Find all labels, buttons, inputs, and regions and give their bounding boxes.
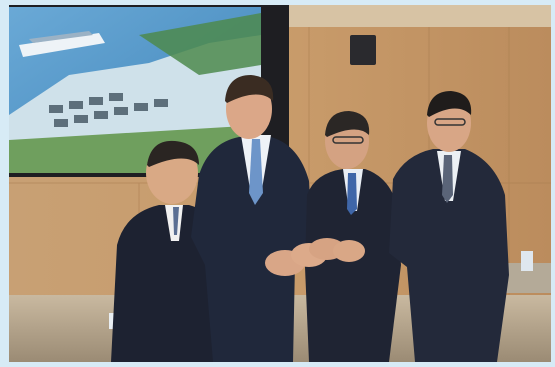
meeting-photo [9, 5, 551, 362]
joined-hands [265, 238, 365, 276]
person-center-right [305, 111, 401, 362]
ceiling [259, 5, 551, 27]
person-right [389, 91, 509, 362]
water-cup [521, 251, 533, 271]
wall-speaker [350, 35, 376, 65]
person-center-left [191, 75, 313, 362]
wall-screen [9, 5, 289, 177]
